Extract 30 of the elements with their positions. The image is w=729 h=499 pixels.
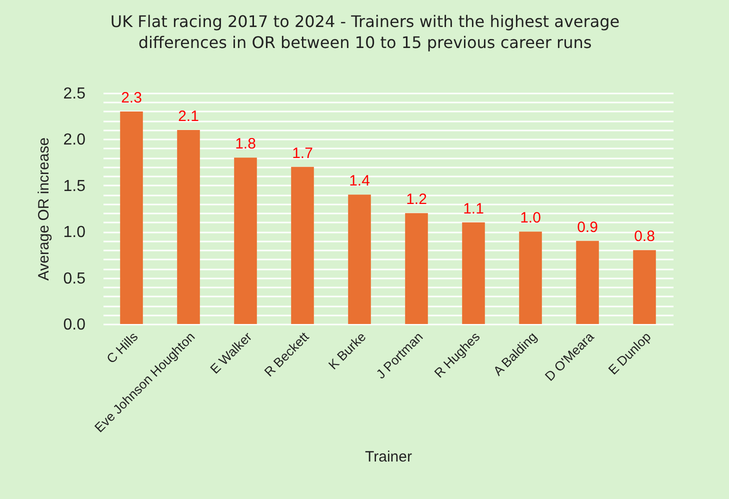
bar [462, 222, 485, 324]
data-label: 0.9 [577, 218, 598, 236]
bar [576, 240, 599, 324]
bar [519, 232, 542, 324]
bar [633, 250, 656, 324]
x-tick-label: C Hills [104, 328, 142, 366]
data-label: 1.1 [463, 200, 484, 218]
chart-title: UK Flat racing 2017 to 2024 - Trainers with the highest average differences in OR between 10 to 15 previous career runs [110, 12, 620, 52]
data-label: 0.8 [634, 228, 655, 246]
data-label: 1.2 [406, 191, 427, 208]
data-label: 1.7 [292, 144, 313, 162]
x-axis-title: Trainer [365, 448, 412, 466]
y-tick-label: 2.5 [63, 86, 86, 102]
bar [234, 158, 257, 324]
y-axis-title: Average OR increase [35, 137, 52, 281]
y-tick-label: 1.0 [63, 224, 86, 242]
y-tick-label: 2.0 [63, 132, 86, 149]
bar [291, 166, 314, 324]
data-label: 1.0 [520, 210, 541, 227]
bar [405, 213, 428, 324]
bar [120, 111, 143, 324]
y-tick-label: 0.5 [63, 270, 86, 288]
y-tick-label: 0.0 [63, 316, 86, 334]
data-label: 2.3 [121, 89, 142, 106]
data-label: 1.8 [235, 136, 256, 153]
data-label: 2.1 [178, 108, 199, 125]
bar [177, 130, 200, 324]
bar [348, 194, 371, 324]
data-label: 1.4 [349, 172, 370, 190]
y-tick-label: 1.5 [63, 178, 86, 195]
